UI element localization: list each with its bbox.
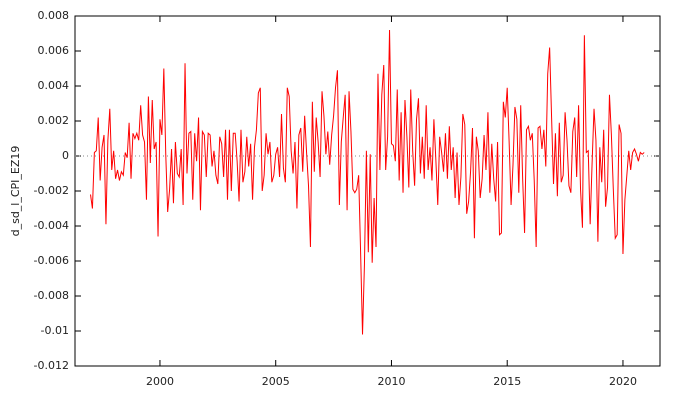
y-tick-label: -0.006: [34, 254, 69, 267]
y-tick-label: 0.006: [38, 44, 70, 57]
y-tick-label: -0.002: [34, 184, 69, 197]
x-tick-label: 2000: [146, 375, 174, 388]
data-line: [90, 29, 645, 335]
y-tick-label: -0.008: [34, 289, 69, 302]
y-axis-label: d_sd_l_CPI_EZ19: [9, 146, 22, 237]
y-tick-label: 0: [62, 149, 69, 162]
y-tick-label: -0.01: [41, 324, 69, 337]
y-tick-label: 0.004: [38, 79, 70, 92]
y-tick-label: -0.004: [34, 219, 69, 232]
x-tick-label: 2010: [377, 375, 405, 388]
x-tick-label: 2020: [609, 375, 637, 388]
y-tick-label: -0.012: [34, 359, 69, 372]
x-tick-label: 2005: [262, 375, 290, 388]
y-tick-label: 0.002: [38, 114, 70, 127]
x-tick-label: 2015: [493, 375, 521, 388]
y-tick-label: 0.008: [38, 9, 70, 22]
